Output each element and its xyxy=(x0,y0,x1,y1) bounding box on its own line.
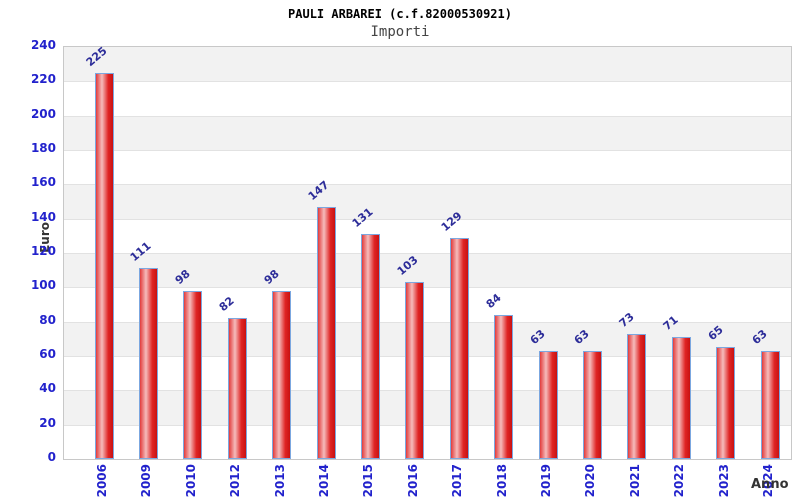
x-tick-label: 2017 xyxy=(450,464,465,498)
y-tick-label: 20 xyxy=(39,415,56,430)
bar xyxy=(627,333,647,459)
y-tick-label: 0 xyxy=(47,450,56,464)
x-tick-label: 2006 xyxy=(95,464,109,498)
x-tick-label: 2013 xyxy=(272,464,287,498)
y-tick-label: 220 xyxy=(30,72,56,87)
grid-band xyxy=(64,47,791,82)
bar xyxy=(227,318,247,459)
x-tick-label: 2019 xyxy=(539,464,553,498)
y-tick-label: 140 xyxy=(30,209,56,224)
bar xyxy=(94,72,114,459)
x-tick-label: 2021 xyxy=(627,464,642,498)
x-tick-label: 2010 xyxy=(183,464,198,498)
x-tick-label: 2012 xyxy=(228,464,243,498)
y-tick-label: 240 xyxy=(30,38,56,52)
bar xyxy=(538,350,558,459)
y-tick-label: 160 xyxy=(30,175,56,190)
x-tick-label: 2016 xyxy=(405,464,420,498)
bar xyxy=(360,234,380,459)
x-tick-label: 2014 xyxy=(317,464,331,498)
chart-subtitle: Importi xyxy=(370,24,430,40)
chart-title: PAULI ARBAREI (c.f.82000530921) xyxy=(288,7,512,21)
y-tick-label: 100 xyxy=(30,278,56,293)
x-tick-label: 2018 xyxy=(494,464,509,498)
x-tick-label: 2022 xyxy=(672,464,687,498)
bar xyxy=(449,237,469,459)
plot-area: 225 111 98 82 98 147 131 103 129 84 63 63 73 71 65 63 xyxy=(63,44,792,460)
grid-band xyxy=(64,81,791,116)
bar xyxy=(494,314,514,459)
x-tick-label: 2020 xyxy=(583,464,598,498)
grid-band xyxy=(64,218,791,253)
x-axis-title: Anno xyxy=(751,477,789,492)
bar xyxy=(582,350,602,459)
y-tick-label: 80 xyxy=(39,312,56,327)
x-tick-label: 2023 xyxy=(716,464,731,498)
y-tick-label: 60 xyxy=(39,347,56,361)
x-tick-label: 2015 xyxy=(361,464,376,498)
y-tick-label: 180 xyxy=(30,141,56,155)
bar xyxy=(138,268,158,459)
grid-band xyxy=(64,115,791,150)
grid-band xyxy=(64,150,791,185)
y-tick-label: 120 xyxy=(30,244,56,258)
y-tick-label: 200 xyxy=(30,106,56,121)
bar xyxy=(272,290,292,459)
bar xyxy=(405,282,425,459)
grid-band xyxy=(64,184,791,219)
bar xyxy=(316,206,336,459)
bar xyxy=(183,290,203,459)
bar xyxy=(716,347,736,459)
bar xyxy=(760,350,780,459)
y-tick-label: 40 xyxy=(39,381,56,396)
x-tick-label: 2009 xyxy=(139,464,154,498)
bar xyxy=(671,337,691,459)
grid-band xyxy=(64,287,791,322)
grid-band xyxy=(64,253,791,288)
